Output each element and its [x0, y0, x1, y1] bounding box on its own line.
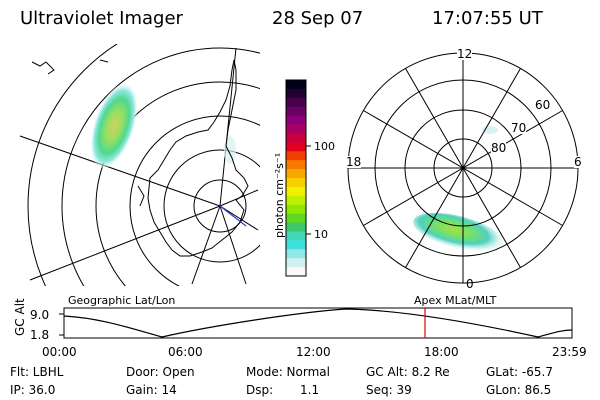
time-tick-0600: 06:00	[168, 345, 203, 359]
altitude-curve	[63, 308, 573, 338]
time-tick-1800: 18:00	[424, 345, 459, 359]
colorbar-segment	[286, 106, 306, 117]
filter-status: Flt: LBHL	[10, 365, 64, 379]
glat-status: GLat: -65.7	[486, 365, 553, 379]
aurora-emission-left	[90, 83, 236, 169]
colorbar-segment	[286, 222, 306, 233]
mlt-label-12: 12	[457, 47, 473, 61]
colorbar-segment	[286, 142, 306, 152]
time-tick-1200: 12:00	[296, 345, 331, 359]
mlat-label-80: 80	[491, 141, 507, 155]
colorbar-segment	[286, 178, 306, 188]
mlt-label-18: 18	[346, 155, 362, 169]
altitude-ylabel: GC Alt	[13, 298, 27, 336]
colorbar-segment	[286, 80, 306, 90]
colorbar-segment	[286, 124, 306, 135]
colorbar-segment	[286, 186, 306, 197]
colorbar-segment	[286, 88, 306, 99]
dsp-label: Dsp:	[246, 383, 274, 397]
colorbar-segment	[286, 231, 306, 241]
mlat-label-60: 60	[535, 98, 551, 112]
mlt-label-0: 0	[466, 277, 474, 291]
ip-status: IP: 36.0	[10, 383, 56, 397]
gain-status: Gain: 14	[126, 383, 177, 397]
date-label: 28 Sep 07	[272, 8, 364, 29]
time-label: 17:07:55 UT	[432, 8, 543, 29]
altitude-ytick-9: 9.0	[30, 308, 50, 322]
colorbar-segment	[286, 133, 306, 143]
magnetic-projection-label: Apex MLat/MLT	[414, 294, 497, 307]
colorbar-segment	[286, 213, 306, 224]
door-status: Door: Open	[126, 365, 195, 379]
colorbar-segment	[286, 267, 306, 277]
instrument-title: Ultraviolet Imager	[20, 8, 183, 29]
colorbar-segment	[286, 97, 306, 108]
colorbar-segment	[286, 195, 306, 206]
dsp-value: 1.1	[300, 383, 320, 397]
glon-status: GLon: 86.5	[486, 383, 552, 397]
gc-alt-status: GC Alt: 8.2 Re	[366, 365, 450, 379]
colorbar-tick-10: 10	[314, 228, 328, 241]
colorbar-segment	[286, 151, 306, 161]
geographic-projection-label: Geographic Lat/Lon	[68, 294, 176, 307]
aurora-emission-right	[413, 212, 503, 252]
colorbar-segment	[286, 160, 306, 170]
colorbar-tick-100: 100	[314, 140, 335, 153]
mlat-label-70: 70	[511, 121, 527, 135]
antarctica-coastline	[31, 59, 249, 257]
colorbar-segment	[286, 258, 306, 268]
colorbar-segment	[286, 115, 306, 126]
altitude-ytick-1-8: 1.8	[30, 328, 50, 342]
colorbar-segment	[286, 169, 306, 179]
mode-status: Mode: Normal	[246, 365, 330, 379]
colorbar-segment	[286, 204, 306, 215]
time-tick-2359: 23:59	[552, 345, 587, 359]
colorbar-segment	[286, 240, 306, 250]
mlt-label-6: 6	[574, 155, 582, 169]
colorbar-segment	[286, 249, 306, 259]
time-tick-0000: 00:00	[42, 345, 77, 359]
seq-status: Seq: 39	[366, 383, 412, 397]
view-direction-line	[219, 205, 247, 227]
